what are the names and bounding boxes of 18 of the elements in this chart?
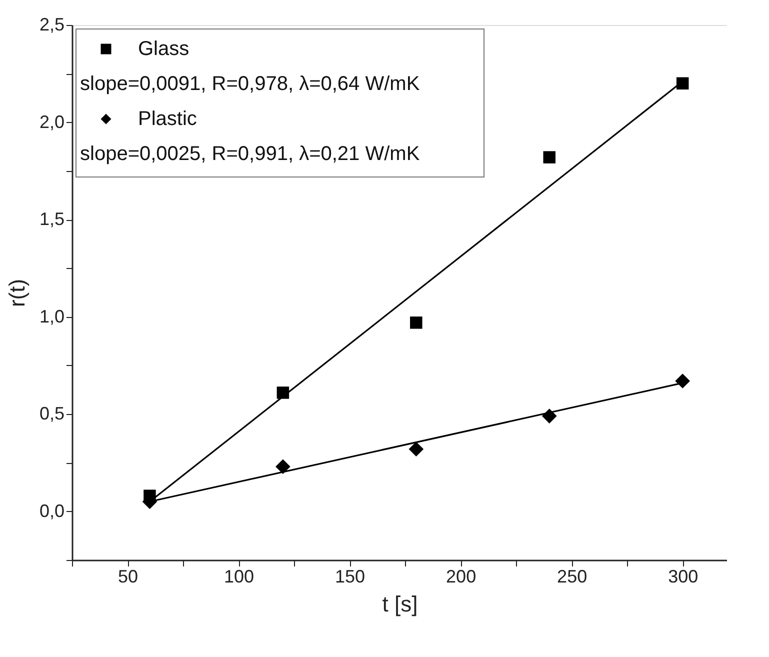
x-tick-label: 150 bbox=[335, 566, 366, 586]
annotation: slope=0,0091, R=0,978, λ=0,64 W/mK bbox=[80, 73, 420, 95]
y-tick-label: 2,0 bbox=[39, 112, 64, 132]
y-tick-label: 2,5 bbox=[39, 14, 64, 34]
y-tick-label: 1,5 bbox=[39, 209, 64, 230]
legend-label: Plastic bbox=[138, 108, 197, 130]
y-tick-label: 0,0 bbox=[39, 500, 64, 521]
x-tick-label: 200 bbox=[446, 566, 476, 586]
x-tick-label: 100 bbox=[224, 566, 254, 586]
legend-label: Glass bbox=[138, 38, 190, 60]
y-tick-label: 0,5 bbox=[39, 404, 64, 424]
annotation: slope=0,0025, R=0,991, λ=0,21 W/mK bbox=[80, 143, 420, 165]
y-tick-label: 1,0 bbox=[39, 306, 64, 326]
x-tick-label: 300 bbox=[668, 566, 698, 586]
x-tick-label: 250 bbox=[557, 566, 588, 586]
x-axis-title: t [s] bbox=[382, 592, 418, 616]
y-axis-title: r(t) bbox=[4, 278, 30, 308]
x-tick-label: 50 bbox=[118, 566, 138, 586]
